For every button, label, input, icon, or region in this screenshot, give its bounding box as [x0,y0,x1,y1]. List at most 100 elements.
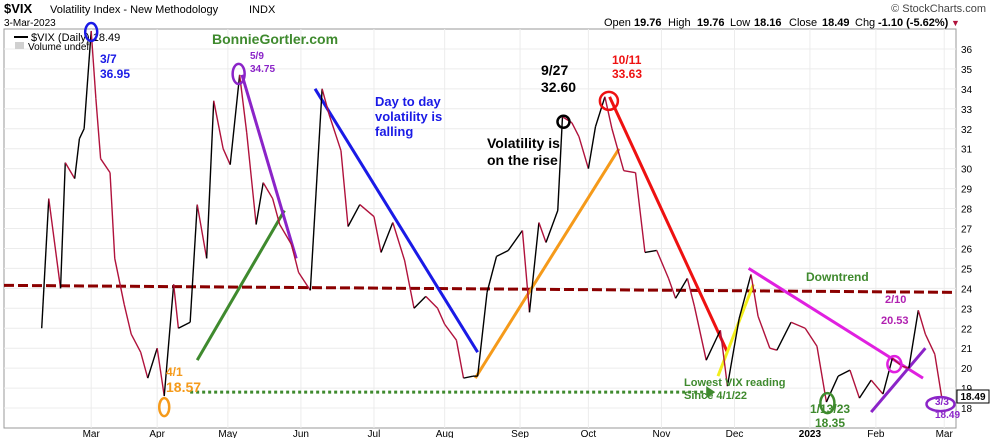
high-value: 19.76 [697,17,725,29]
series-segment [359,204,375,218]
series-segment [347,204,361,227]
series-segment [444,323,457,341]
y-tick-label: 34 [961,85,973,96]
series-segment [123,304,132,335]
series-segment [557,116,564,211]
x-tick-label: Dec [726,429,744,438]
label-9-27-value: 32.60 [541,79,576,95]
series-segment [757,316,771,349]
ohlc-readout: Open 19.76 High 19.76 Low 18.16 Close 18… [604,17,960,29]
series-segment [769,347,778,351]
series-segment [674,278,688,299]
blue-downtrend-line [313,88,479,353]
y-tick-label: 18 [961,404,973,415]
y-tick-label: 29 [961,185,973,196]
series-segment [163,284,175,397]
legend-volume-label: Volume undef [28,42,89,53]
y-tick-label: 22 [961,324,973,335]
series-segment [644,249,657,254]
close-label: Close [789,17,817,29]
resistance-line [3,283,957,294]
series-segment [776,321,792,351]
y-tick-label: 31 [961,145,973,156]
high-label: High [668,17,691,29]
series-segment [48,198,62,289]
series-segment [587,126,597,169]
series-segment [837,369,851,377]
series-segment [656,250,670,279]
series-segment [205,100,215,259]
volume-icon [15,42,24,49]
index-name: Volatility Index - New Methodology [50,4,219,16]
series-segment [109,172,116,259]
label-1-13-date: 1/13/23 [810,402,850,416]
series-segment [545,210,559,243]
series-segment [486,256,498,293]
series-segment [139,352,149,379]
grid [4,29,956,428]
series-segment [229,74,241,165]
series-segment [521,230,531,313]
series-segment [279,224,293,245]
exchange: INDX [249,4,276,16]
label-5-9-date: 5/9 [250,51,264,62]
series-segment [463,375,474,379]
series-segment [290,244,300,273]
x-tick-label: Jun [293,429,309,438]
series-segment [271,198,281,225]
series-segment [825,375,839,403]
series-segment [882,357,894,395]
marker-4-1 [157,396,171,418]
series-segment [189,204,198,323]
series-segment [90,30,97,99]
y-tick-label: 23 [961,304,973,315]
x-tick-label: Mar [936,429,954,438]
series-segment [222,148,231,165]
series-segment [297,272,311,291]
annotations: 3/7 36.95 5/9 34.75 9/27 32.60 10/11 33.… [100,51,960,430]
series-segment [156,348,165,397]
series-segment [403,260,415,309]
series-segment [392,222,406,261]
marker-9-27 [556,114,571,130]
label-4-1-date: 4/1 [166,365,183,379]
note-falling-1: Day to day [375,94,442,109]
x-tick-label: 2023 [799,429,822,438]
open-label: Open [604,17,631,29]
last-value-tag: 18.49 [956,389,990,404]
y-tick-label: 26 [961,244,973,255]
series-segment [611,128,625,171]
y-tick-label: 28 [961,205,973,216]
y-tick-label: 20 [961,364,973,375]
chart-date: 3-Mar-2023 [4,18,56,29]
series-segment [262,182,274,199]
note-downtrend: Downtrend [806,270,869,284]
series-segment [340,150,349,227]
series-segment [147,347,158,379]
purple-uptrend-line [870,347,927,414]
low-value: 18.16 [754,17,782,29]
note-falling-2: volatility is [375,109,442,124]
y-tick-label: 27 [961,225,973,236]
marker-1-13 [819,391,836,415]
label-4-1-value: 18.57 [166,379,201,395]
label-5-9-value: 34.75 [250,64,275,75]
note-lowest-1: Lowest VIX reading [684,377,785,389]
y-tick-label: 35 [961,65,973,76]
series-segment [858,379,872,399]
x-tick-label: Apr [149,429,165,438]
last-value-text: 18.49 [960,392,985,403]
y-tick-label: 21 [961,344,973,355]
series-segment [413,295,427,309]
x-tick-label: May [218,429,237,438]
chg-value: -1.10 (-5.62%) [878,17,949,29]
series-segment [64,162,76,179]
y-tick-label: 25 [961,264,973,275]
watermark: BonnieGortler.com [212,31,338,47]
label-9-27-date: 9/27 [541,62,568,78]
label-3-7-date: 3/7 [100,52,117,66]
label-3-3-date: 3/3 [935,397,949,408]
series-segment [738,274,752,319]
series-segment [213,100,224,149]
label-10-11-value: 33.63 [612,67,642,81]
